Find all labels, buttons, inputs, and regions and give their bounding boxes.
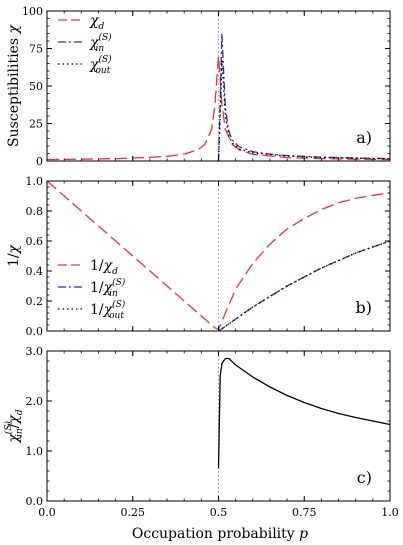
y-tick-label: 1.0 (26, 175, 44, 188)
panel-0: 0 25 50 75 100 a) Susceptibilities χ χdχ(S) inχ(… (6, 5, 391, 168)
plot-frame (46, 350, 391, 502)
y-tick-label: 0.0 (26, 495, 44, 508)
y-tick-label: 0.2 (26, 295, 44, 308)
legend-entry: χ(S) in (89, 32, 112, 54)
y-axis-label: 1/χ (6, 243, 22, 267)
x-tick-label: 1.0 (381, 506, 399, 519)
y-axis-label: Susceptibilities χ (6, 24, 22, 147)
panel-tag: c) (357, 468, 372, 487)
legend-entry: 1/χd (90, 258, 118, 277)
legend-entry: χd (89, 13, 104, 32)
y-tick-label: 1.0 (26, 445, 44, 458)
legend-entry: 1/χ(S) in (90, 277, 126, 299)
series-1-1 (218, 240, 391, 332)
panel-2: 0.0 1.0 2.0 3.0 0.0 0.25 0.5 0.75 1.0 c) χ(S)in/χd (3, 345, 399, 519)
y-tick-label: 3.0 (26, 345, 44, 358)
y-tick-label: 25 (29, 118, 43, 131)
y-axis-label: χ(S)in/χd (3, 409, 25, 444)
y-tick-label: 100 (22, 5, 43, 18)
y-tick-label: 50 (29, 80, 43, 93)
series-2-0 (217, 357, 391, 469)
series-0-2 (217, 60, 391, 162)
x-tick-label: 0.5 (210, 506, 228, 519)
panel-tag: b) (356, 298, 372, 317)
series-0-0 (46, 55, 391, 161)
y-tick-label: 75 (29, 43, 43, 56)
series-1-0 (46, 180, 391, 331)
x-tick-label: 0.25 (121, 506, 146, 519)
y-tick-label: 0.0 (26, 325, 44, 338)
x-tick-label: 0.0 (38, 506, 56, 519)
y-tick-label: 0.4 (26, 265, 44, 278)
x-axis-label: Occupation probability p (132, 526, 308, 542)
y-tick-label: 0.8 (26, 205, 44, 218)
y-tick-label: 2.0 (26, 395, 44, 408)
y-tick-label: 0.6 (26, 235, 44, 248)
y-tick-label: 0 (36, 155, 43, 168)
series-1-2 (218, 240, 391, 332)
legend-entry: χ(S) out (89, 54, 112, 76)
panel-1: 0.0 0.2 0.4 0.6 0.8 1.0 b) 1/χ 1/χd1/χ(S) in1/χ(S… (6, 175, 391, 338)
legend-entry: 1/χ(S) out (90, 299, 126, 321)
x-tick-label: 0.75 (292, 506, 317, 519)
panel-tag: a) (356, 128, 372, 147)
